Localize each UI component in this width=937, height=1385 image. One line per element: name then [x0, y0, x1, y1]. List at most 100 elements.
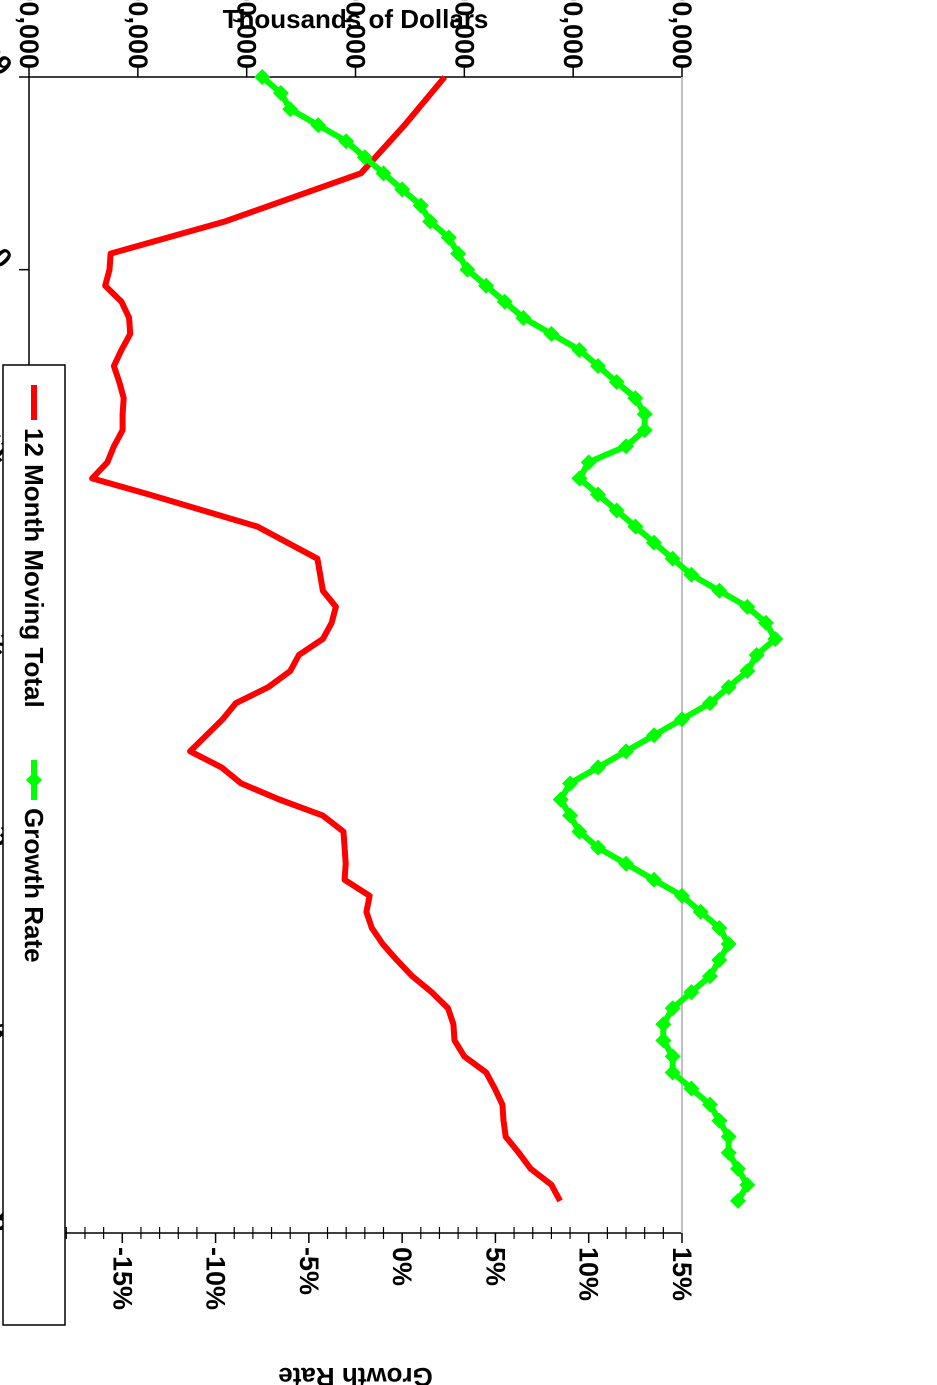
growth-rate-point	[701, 1096, 718, 1113]
growth-rate-point	[590, 839, 607, 856]
growth-rate-point	[450, 245, 467, 262]
growth-rate-point	[646, 871, 663, 888]
growth-rate-point	[356, 149, 373, 166]
series-line-moving-total	[89, 75, 563, 1203]
growth-rate-point	[394, 181, 411, 198]
growth-rate-point	[711, 919, 728, 936]
growth-rate-point	[282, 101, 299, 118]
growth-rate-point	[692, 903, 709, 920]
growth-rate-point	[338, 133, 355, 150]
growth-rate-point	[720, 1128, 737, 1145]
growth-rate-point	[627, 390, 644, 407]
x-tick-label: Jan-10	[0, 192, 18, 274]
y-left-tick-label: $2,500,000	[667, 0, 697, 69]
growth-rate-point	[608, 502, 625, 519]
legend-label-growth-rate: Growth Rate	[19, 808, 49, 963]
y-right-tick-label: -5%	[294, 1247, 324, 1295]
growth-rate-point	[618, 438, 635, 455]
growth-rate-point	[767, 630, 784, 647]
growth-rate-point	[440, 229, 457, 246]
growth-rate-point	[711, 582, 728, 599]
growth-rate-point	[627, 518, 644, 535]
growth-rate-point	[618, 743, 635, 760]
y-right-tick-label: 5%	[480, 1247, 510, 1286]
growth-rate-point	[646, 727, 663, 744]
y-right-tick-label: 15%	[667, 1247, 697, 1301]
growth-rate-point	[375, 165, 392, 182]
growth-rate-point	[571, 470, 588, 487]
growth-rate-point	[711, 952, 728, 969]
growth-rate-point	[496, 293, 513, 310]
growth-rate-point	[729, 1160, 746, 1177]
growth-rate-point	[478, 277, 495, 294]
growth-rate-point	[720, 936, 737, 952]
y-left-tick-label: $2,100,000	[232, 0, 262, 69]
growth-rate-point	[562, 807, 579, 824]
growth-rate-point	[562, 775, 579, 792]
series-layer	[89, 69, 784, 1209]
growth-rate-point	[683, 1080, 700, 1097]
growth-rate-point	[720, 1144, 737, 1161]
growth-rate-point	[674, 887, 690, 904]
growth-rate-point	[729, 1192, 746, 1209]
growth-rate-point	[412, 197, 429, 214]
legend-marker-growth-rate	[26, 772, 42, 788]
growth-rate-point	[422, 213, 439, 230]
growth-rate-point	[608, 374, 625, 391]
growth-rate-point	[664, 1000, 681, 1017]
growth-rate-point	[646, 534, 663, 551]
growth-rate-point	[590, 486, 607, 503]
plot-area	[29, 77, 682, 1233]
growth-rate-point	[590, 759, 607, 776]
legend-box	[2, 364, 66, 1326]
growth-rate-point	[720, 679, 737, 696]
growth-rate-point	[590, 358, 607, 374]
growth-rate-point	[580, 454, 597, 471]
y-left-tick-label: $2,000,000	[123, 0, 153, 69]
growth-rate-point	[515, 309, 532, 326]
y-right-tick-label: -15%	[107, 1247, 137, 1310]
growth-rate-point	[701, 695, 718, 712]
growth-rate-point	[664, 1064, 681, 1081]
y-right-axis-title: Growth Rate	[278, 1362, 433, 1385]
growth-rate-point	[272, 85, 289, 102]
growth-rate-point	[664, 550, 681, 567]
y-right-tick-label: 0%	[387, 1247, 417, 1286]
growth-rate-point	[636, 406, 653, 423]
growth-rate-point	[254, 69, 271, 85]
legend: 12 Month Moving Total Growth Rate	[2, 364, 66, 1326]
growth-rate-point	[683, 984, 700, 1001]
growth-rate-point	[571, 341, 588, 358]
growth-rate-point	[636, 422, 653, 439]
growth-rate-point	[757, 614, 774, 631]
legend-label-moving-total: 12 Month Moving Total	[19, 428, 49, 708]
y-left-axis-title: Thousands of Dollars	[223, 4, 489, 34]
growth-rate-point	[711, 1112, 728, 1129]
growth-rate-point	[459, 261, 476, 278]
y-right-tick-label: 10%	[574, 1247, 604, 1301]
growth-rate-point	[664, 1048, 681, 1065]
growth-rate-point	[739, 1176, 756, 1193]
y-left-tick-label: $2,200,000	[341, 0, 371, 69]
growth-rate-point	[571, 823, 588, 840]
y-left-tick-label: $2,300,000	[449, 0, 479, 69]
y-left-tick-label: $2,400,000	[558, 0, 588, 69]
growth-rate-point	[739, 663, 756, 680]
growth-rate-point	[739, 598, 756, 615]
growth-rate-point	[655, 1016, 672, 1033]
rotated-chart: Jan-09Jan-10Jan-11Jan-12Jan-13Jan-14Jan-…	[0, 0, 784, 1385]
growth-rate-point	[543, 325, 560, 342]
growth-rate-point	[674, 711, 690, 728]
y-left-tick-label: $1,900,000	[14, 0, 44, 69]
growth-rate-point	[618, 855, 635, 872]
growth-rate-point	[701, 968, 718, 985]
y-right-tick-label: -10%	[201, 1247, 231, 1310]
growth-rate-point	[655, 1032, 672, 1049]
y-left-ticks: $1,900,000 $2,000,000 $2,100,000 $2,200,000…	[14, 0, 697, 77]
growth-rate-point	[748, 647, 765, 663]
y-right-ticks: -20%-15%-10%-5%0%5%10%15%	[14, 1227, 697, 1310]
growth-rate-point	[683, 566, 700, 583]
growth-rate-point	[310, 117, 327, 134]
growth-rate-point	[552, 791, 569, 808]
